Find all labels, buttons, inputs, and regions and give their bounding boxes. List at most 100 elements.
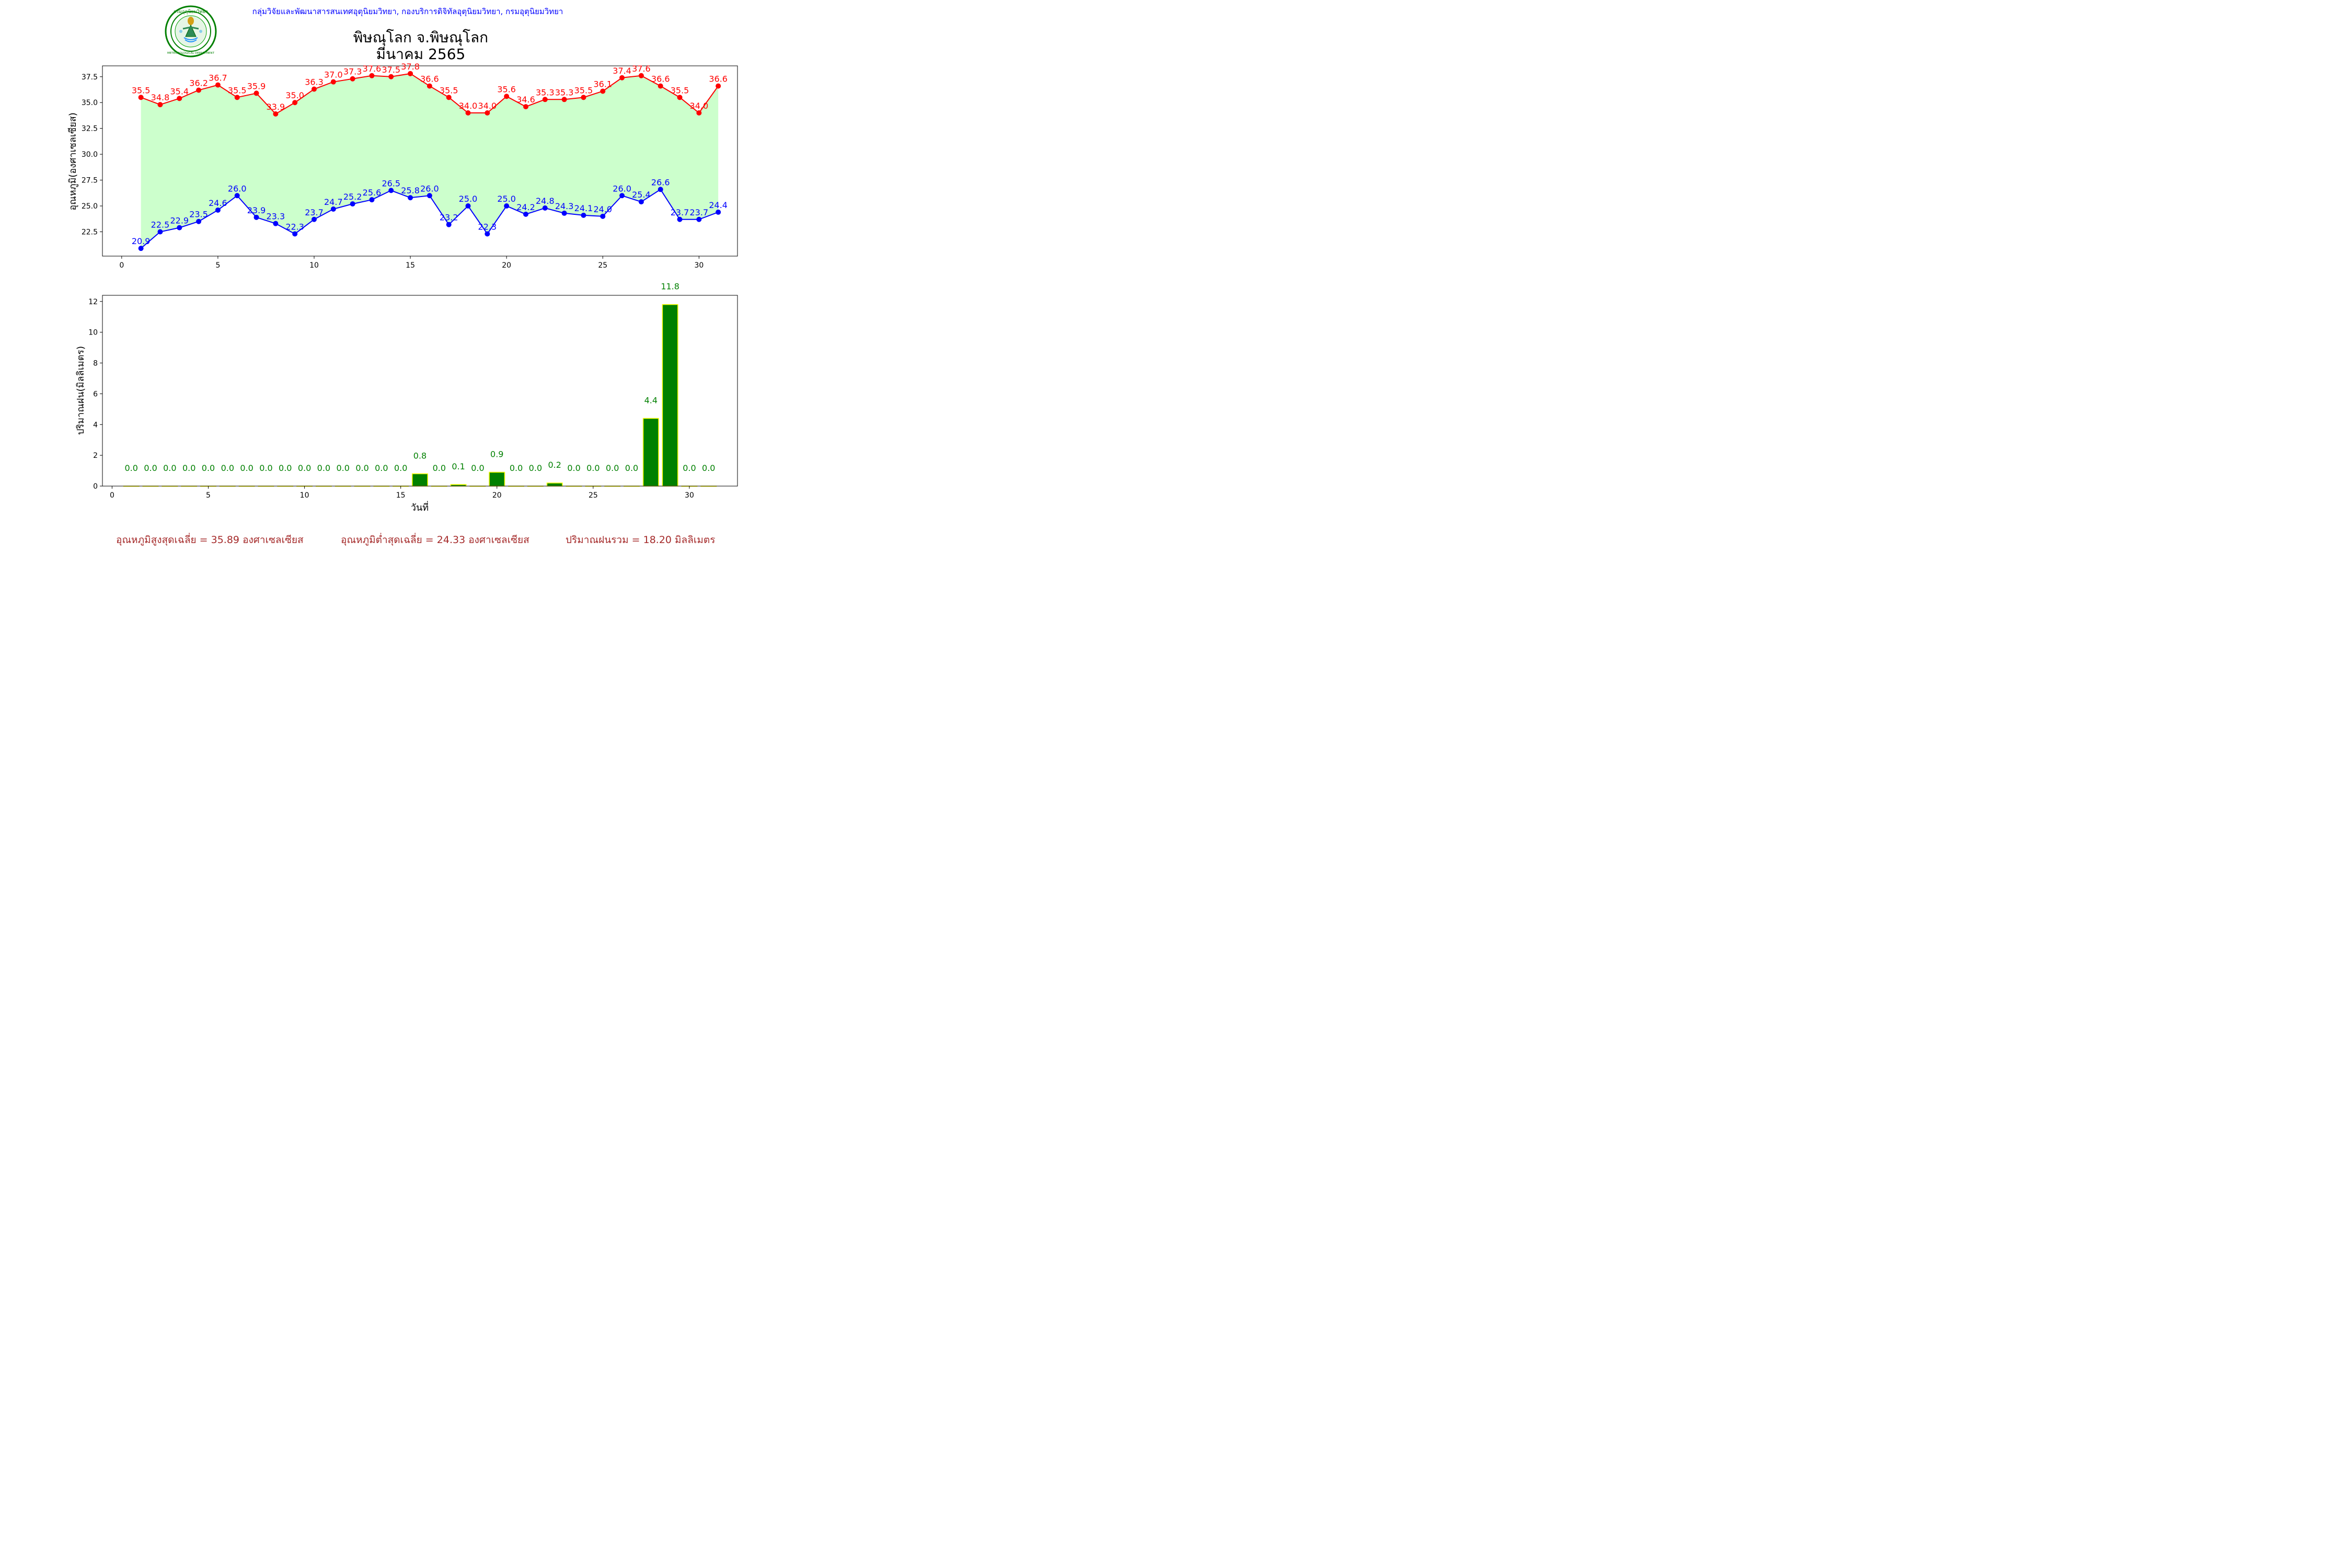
data-label-min: 26.0 xyxy=(613,183,631,193)
rain-value-label: 0.0 xyxy=(702,463,715,473)
data-label-min: 24.2 xyxy=(516,202,535,212)
rain-value-label: 4.4 xyxy=(644,395,658,405)
data-point-min xyxy=(600,213,606,219)
data-label-min: 26.5 xyxy=(382,178,400,188)
data-point-max xyxy=(485,110,490,116)
x-tick-label: 5 xyxy=(215,261,220,270)
x-tick-label: 0 xyxy=(119,261,124,270)
data-label-max: 34.0 xyxy=(690,101,709,111)
rain-value-label: 0.0 xyxy=(337,463,350,473)
rain-value-label: 0.9 xyxy=(490,449,503,459)
y-tick-label: 8 xyxy=(93,360,98,368)
x-tick-label: 25 xyxy=(598,261,607,270)
data-label-min: 23.7 xyxy=(671,207,689,217)
data-label-max: 33.9 xyxy=(267,102,285,112)
rain-value-label: 0.0 xyxy=(279,463,292,473)
data-point-min xyxy=(485,231,490,237)
data-point-max xyxy=(292,100,298,106)
data-label-max: 37.3 xyxy=(343,67,362,77)
data-label-max: 34.8 xyxy=(151,93,170,102)
y-tick-label: 6 xyxy=(93,390,98,398)
data-point-max xyxy=(465,110,471,116)
data-point-max xyxy=(350,76,355,82)
chart-title-block: พิษณุโลก จ.พิษณุโลก มีนาคม 2565 xyxy=(282,29,559,63)
x-tick-label: 20 xyxy=(492,491,502,500)
data-point-max xyxy=(561,97,567,102)
temperature-data-labels: 35.534.835.436.236.735.5 35.933.935.036.3… xyxy=(132,62,728,246)
data-label-max: 37.5 xyxy=(382,65,400,75)
rain-value-label: 0.0 xyxy=(606,463,619,473)
rain-bar xyxy=(662,304,678,487)
rain-value-label: 0.0 xyxy=(355,463,368,473)
y-tick-label: 32.5 xyxy=(82,125,98,133)
data-point-max xyxy=(542,97,548,102)
month-year-subtitle: มีนาคม 2565 xyxy=(376,45,466,63)
data-label-min: 23.3 xyxy=(267,212,285,222)
data-point-min xyxy=(330,206,336,212)
data-label-min: 25.8 xyxy=(401,186,420,195)
data-label-min: 20.9 xyxy=(132,236,151,246)
data-label-max: 35.3 xyxy=(555,87,574,97)
data-label-max: 35.5 xyxy=(132,85,151,95)
rain-value-label: 0.1 xyxy=(452,462,465,471)
y-tick-label: 0 xyxy=(93,482,98,491)
data-label-min: 26.0 xyxy=(228,183,247,193)
temperature-range-fill-layer xyxy=(141,73,719,249)
data-label-min: 24.1 xyxy=(574,203,593,213)
rain-value-label: 0.0 xyxy=(683,463,696,473)
data-point-max xyxy=(677,95,683,100)
data-label-max: 34.0 xyxy=(459,101,478,111)
data-label-max: 35.9 xyxy=(247,81,266,91)
data-label-min: 22.3 xyxy=(478,222,497,232)
data-label-max: 37.0 xyxy=(324,70,343,80)
x-tick-label: 30 xyxy=(694,261,704,270)
data-label-min: 24.4 xyxy=(709,200,728,210)
data-label-min: 23.7 xyxy=(305,207,324,217)
data-point-max xyxy=(330,79,336,85)
summary-footer: อุณหภูมิสูงสุดเฉลี่ย = 35.89 องศาเซลเซีย… xyxy=(0,532,808,548)
data-label-max: 37.6 xyxy=(363,64,382,74)
data-point-max xyxy=(215,82,221,88)
data-label-max: 35.5 xyxy=(228,85,247,95)
data-point-min xyxy=(716,209,721,215)
data-label-min: 25.4 xyxy=(632,190,651,200)
x-tick-label: 25 xyxy=(589,491,598,500)
rain-value-label: 0.0 xyxy=(375,463,388,473)
total-rainfall: ปริมาณฝนรวม = 18.20 มิลลิเมตร xyxy=(566,534,716,546)
rain-value-label: 0.0 xyxy=(144,463,157,473)
data-point-min xyxy=(234,193,240,199)
rainfall-y-ticks: 0 2 4 6 8 10 12 xyxy=(88,298,102,491)
x-tick-label: 5 xyxy=(206,491,211,500)
data-label-max: 37.6 xyxy=(632,64,651,74)
station-title: พิษณุโลก จ.พิษณุโลก xyxy=(353,29,489,46)
data-point-min xyxy=(446,222,452,227)
data-point-min xyxy=(523,211,528,217)
rainfall-x-ticks: 0 5 10 15 20 25 30 xyxy=(110,486,694,500)
data-label-min: 25.2 xyxy=(343,192,362,202)
rain-value-label: 0.0 xyxy=(510,463,523,473)
svg-text:METEOROLOGICAL DEPARTMENT: METEOROLOGICAL DEPARTMENT xyxy=(167,52,215,55)
rain-value-label: 0.0 xyxy=(471,463,484,473)
x-tick-label: 10 xyxy=(300,491,309,500)
rain-value-label: 0.0 xyxy=(317,463,330,473)
rain-bar xyxy=(412,473,428,487)
rain-value-label: 0.0 xyxy=(259,463,272,473)
rain-value-label: 0.0 xyxy=(202,463,215,473)
svg-text:กรมอุตุนิยมวิทยา: กรมอุตุนิยมวิทยา xyxy=(174,9,208,15)
data-point-max xyxy=(600,88,606,94)
meteorological-department-logo: กรมอุตุนิยมวิทยา METEOROLOGICAL DEPARTME… xyxy=(163,5,218,57)
data-point-max xyxy=(581,95,586,100)
data-label-min: 25.0 xyxy=(497,194,516,204)
data-label-min: 22.5 xyxy=(151,220,170,230)
data-label-max: 37.4 xyxy=(613,66,631,76)
data-point-min xyxy=(312,216,317,222)
data-point-min xyxy=(619,193,625,199)
data-point-min xyxy=(408,195,413,201)
data-point-max xyxy=(369,73,375,78)
data-label-max: 35.6 xyxy=(497,84,516,94)
data-point-min xyxy=(696,216,702,222)
rain-value-label: 0.0 xyxy=(567,463,580,473)
data-point-min xyxy=(465,203,471,209)
data-label-min: 24.0 xyxy=(593,204,612,214)
